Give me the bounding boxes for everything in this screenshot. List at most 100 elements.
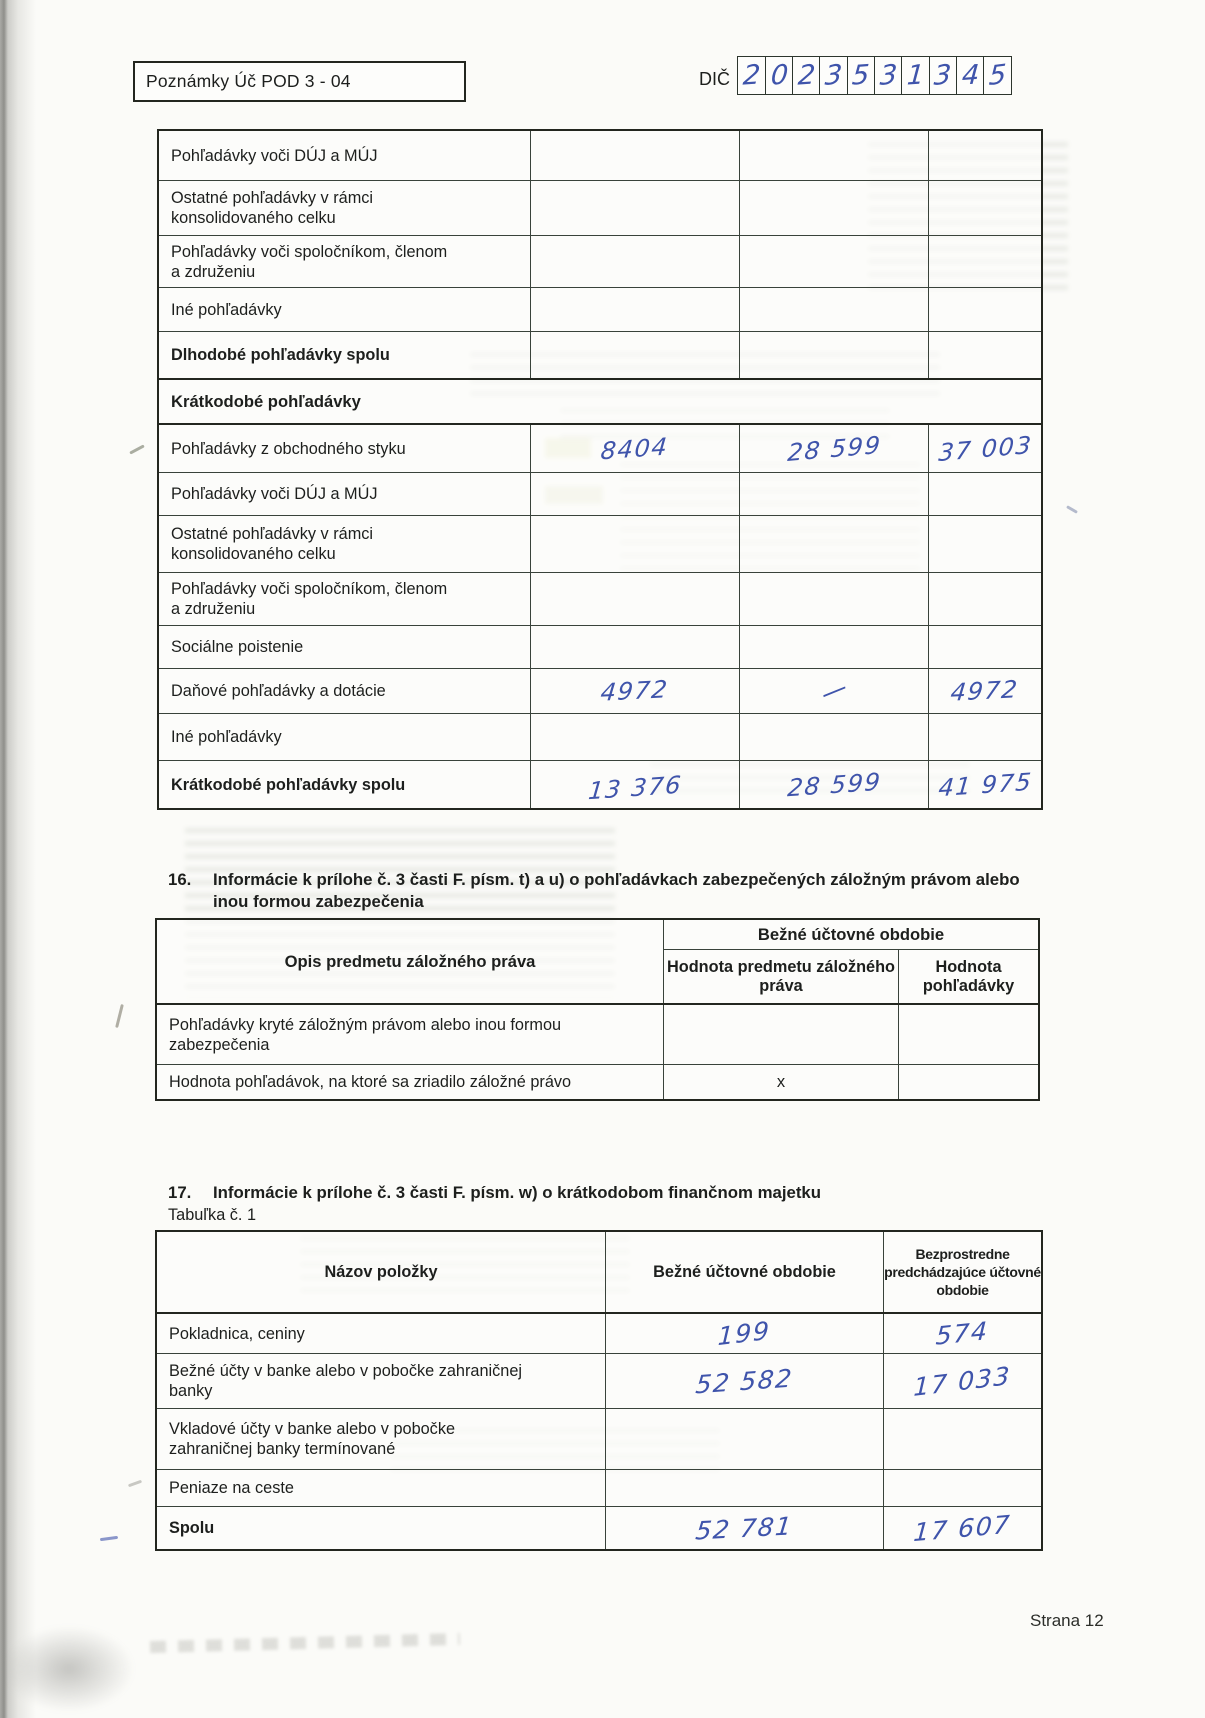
value-cell (740, 714, 929, 760)
value-cell (899, 1005, 1038, 1064)
pledge-table: Opis predmetu záložného práva Bežné účto… (155, 918, 1040, 1101)
value-cell (929, 714, 1041, 760)
value-cell (929, 473, 1041, 515)
row-label-text: Pokladnica, ceniny (169, 1324, 305, 1343)
dic-cell: 2 (737, 56, 767, 95)
value-cell (606, 1409, 884, 1469)
form-title: Poznámky Úč POD 3 - 04 (146, 71, 351, 91)
value-cell: 199 (606, 1314, 884, 1353)
dic-cell: 2 (791, 56, 821, 95)
section-number: 17. (168, 1183, 192, 1202)
value-cell (929, 516, 1041, 572)
value-cell: 4972 (929, 669, 1041, 713)
row-label: Dlhodobé pohľadávky spolu (159, 332, 531, 378)
value-cell (740, 473, 929, 515)
row-label: Peniaze na ceste (157, 1470, 606, 1506)
value-cell (929, 573, 1041, 625)
value-cell (740, 236, 929, 287)
row-label-text: Ostatné pohľadávky v rámci konsolidované… (171, 189, 374, 227)
row-label: Krátkodobé pohľadávky spolu (159, 761, 531, 808)
row-label: Bežné účty v banke alebo v pobočke zahra… (157, 1354, 606, 1408)
table-row: Pohľadávky kryté záložným právom alebo i… (157, 1005, 1038, 1065)
section-17-title: 17. Informácie k prílohe č. 3 časti F. p… (168, 1182, 1048, 1204)
table-row: Bežné účty v banke alebo v pobočke zahra… (157, 1354, 1041, 1409)
value-cell: 28 599 (740, 761, 929, 808)
row-label-text: Bežné účty v banke alebo v pobočke zahra… (169, 1362, 522, 1400)
value-cell (531, 288, 740, 331)
column-header: Bežné účtovné obdobie (606, 1232, 884, 1312)
table-row: Pohľadávky z obchodného styku 8404 28 59… (159, 425, 1041, 473)
handwritten-value: 17 033 (913, 1360, 1012, 1402)
value-cell (740, 332, 929, 378)
row-label-text: Pohľadávky z obchodného styku (171, 439, 406, 458)
handwritten-digit: 4 (960, 59, 981, 92)
row-label-text: Pohľadávky kryté záložným právom alebo i… (169, 1015, 562, 1054)
value-cell (740, 288, 929, 331)
value-cell (531, 626, 740, 668)
value-cell (929, 131, 1041, 180)
table-row: Daňové pohľadávky a dotácie 4972 — 4972 (159, 669, 1041, 714)
dic-cell: 5 (846, 56, 876, 95)
row-label: Pohľadávky voči spoločníkom, členom a zd… (159, 236, 531, 287)
table-row: Vkladové účty v banke alebo v pobočke za… (157, 1409, 1041, 1470)
value-cell (531, 573, 740, 625)
row-label: Ostatné pohľadávky v rámci konsolidované… (159, 516, 531, 572)
handwritten-value: 4972 (949, 675, 1021, 707)
value-cell: 52 582 (606, 1354, 884, 1408)
dic-cell: 1 (901, 56, 931, 95)
table-row: Spolu 52 781 17 607 (157, 1507, 1041, 1549)
row-label: Pohľadávky voči spoločníkom, členom a zd… (159, 573, 531, 625)
section-16-title: 16. Informácie k prílohe č. 3 časti F. p… (168, 869, 1048, 913)
handwritten-digit: 5 (851, 59, 871, 92)
value-cell (664, 1005, 899, 1064)
dic-label: DIČ (699, 69, 730, 89)
column-header-text: Bezprostredne predchádzajúce účtovné obd… (884, 1246, 1041, 1298)
column-header-text: Bežné účtovné obdobie (757, 924, 945, 944)
column-header-text: Hodnota pohľadávky (922, 957, 1015, 995)
column-header: Opis predmetu záložného práva (157, 920, 664, 1003)
value-cell (531, 516, 740, 572)
section-title-text: Informácie k prílohe č. 3 časti F. písm.… (213, 1183, 821, 1202)
value-cell: 17 033 (884, 1354, 1041, 1408)
value-cell (884, 1470, 1041, 1506)
row-label-text: Vkladové účty v banke alebo v pobočke za… (169, 1420, 456, 1458)
value-cell: 8404 (531, 425, 740, 472)
margin-mark (129, 444, 145, 455)
row-label-text: Sociálne poistenie (171, 638, 304, 656)
handwritten-value: 52 781 (694, 1510, 795, 1546)
value-cell: 41 975 (929, 761, 1041, 808)
value-cell (740, 181, 929, 235)
handwritten-value: 8404 (599, 432, 671, 465)
handwritten-value: 4972 (599, 675, 671, 707)
not-applicable-x: x (776, 1072, 786, 1091)
table-row: Pokladnica, ceniny 199 574 (157, 1314, 1041, 1354)
table-caption: Tabuľka č. 1 (168, 1206, 256, 1225)
row-label: Pohľadávky kryté záložným právom alebo i… (157, 1005, 664, 1064)
value-cell (531, 181, 740, 235)
section-header-row: Krátkodobé pohľadávky (159, 380, 1041, 425)
table-row: Peniaze na ceste (157, 1470, 1041, 1507)
margin-mark (1066, 505, 1078, 514)
row-label: Hodnota pohľadávok, na ktoré sa zriadilo… (157, 1065, 664, 1099)
value-cell (884, 1409, 1041, 1469)
handwritten-value: 17 607 (912, 1509, 1013, 1547)
value-cell (531, 473, 740, 515)
row-label: Pohľadávky voči DÚJ a MÚJ (159, 473, 531, 515)
row-label: Pohľadávky voči DÚJ a MÚJ (159, 131, 531, 180)
table-row: Pohľadávky voči DÚJ a MÚJ (159, 473, 1041, 516)
table-row: Pohľadávky voči DÚJ a MÚJ (159, 131, 1041, 181)
row-label-text: Hodnota pohľadávok, na ktoré sa zriadilo… (169, 1073, 572, 1091)
row-label-text: Pohľadávky voči DÚJ a MÚJ (171, 146, 378, 165)
column-header: Hodnota predmetu záložného práva (664, 950, 899, 1003)
section-number: 16. (168, 870, 192, 889)
column-header: Názov položky (157, 1232, 606, 1312)
dic-cell: 0 (764, 56, 794, 95)
row-label: Ostatné pohľadávky v rámci konsolidované… (159, 181, 531, 235)
row-label: Daňové pohľadávky a dotácie (159, 669, 531, 713)
row-label: Iné pohľadávky (159, 714, 531, 760)
handwritten-value: 13 376 (586, 770, 683, 805)
handwritten-digit: 2 (742, 59, 762, 92)
margin-mark (127, 1479, 143, 1488)
receivables-table: Pohľadávky voči DÚJ a MÚJ Ostatné pohľad… (157, 129, 1043, 810)
table-row: Krátkodobé pohľadávky spolu 13 376 28 59… (159, 761, 1041, 808)
